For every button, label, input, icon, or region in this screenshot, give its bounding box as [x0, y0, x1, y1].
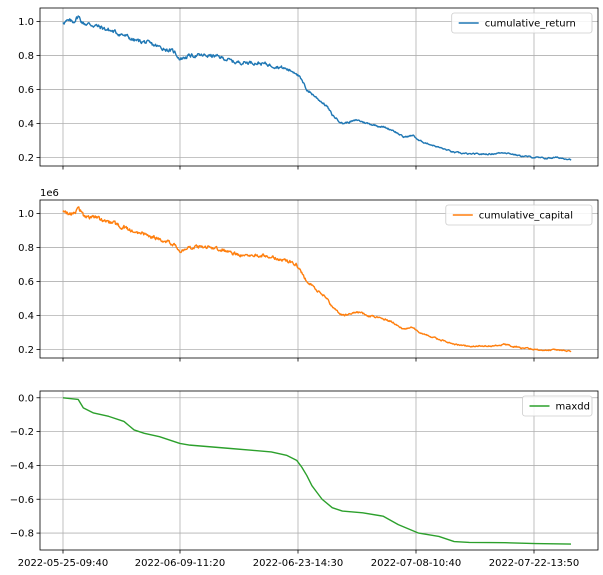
- legend: cumulative_capital: [445, 204, 593, 226]
- x-tick-label: 2022-05-25-09:40: [18, 558, 109, 569]
- axes-frame: [39, 7, 599, 167]
- legend-box: [522, 395, 593, 417]
- legend: cumulative_return: [451, 12, 593, 34]
- legend: maxdd: [522, 395, 593, 417]
- y-tick-label: 0.2: [18, 345, 34, 356]
- x-tick-label: 2022-07-22-13:50: [489, 558, 580, 569]
- legend-label: cumulative_capital: [479, 211, 573, 222]
- y-tick-label: 0.4: [18, 119, 34, 130]
- y-tick-label: 0.4: [18, 311, 34, 322]
- series-line-cumulative_return: [62, 15, 572, 161]
- legend-box: [445, 204, 593, 226]
- series-line-cumulative_capital: [62, 206, 572, 353]
- legend-label: maxdd: [556, 402, 590, 413]
- y-tick-label: −0.8: [10, 529, 34, 540]
- y-tick-label: 0.8: [18, 243, 34, 254]
- series-line-maxdd: [62, 397, 572, 545]
- legend-label: cumulative_return: [485, 19, 576, 30]
- y-tick-label: 0.2: [18, 153, 34, 164]
- axes-frame: [39, 390, 599, 551]
- y-tick-label: 0.6: [18, 85, 34, 96]
- axes-frame: [39, 199, 599, 359]
- subplot-3: −0.8 −0.6 −0.4 −0.2 0.0 2022-05-25-09:40 2022-…: [10, 390, 599, 569]
- subplot-1: 0.2 0.4 0.6 0.8 1.0 cumulative_return: [18, 7, 599, 170]
- subplot-2: 0.2 0.4 0.6 0.8 1.0 1e6 cumulative_capital: [18, 188, 599, 362]
- x-tick-label: 2022-07-08-10:40: [371, 558, 462, 569]
- y-tick-label: −0.2: [10, 427, 34, 438]
- y-tick-label: 0.8: [18, 51, 34, 62]
- y-tick-label: −0.6: [10, 495, 34, 506]
- y-tick-label: 0.0: [18, 393, 34, 404]
- y-tick-label: 0.6: [18, 277, 34, 288]
- x-tick-label: 2022-06-23-14:30: [253, 558, 344, 569]
- y-tick-label: −0.4: [10, 461, 34, 472]
- legend-box: [451, 12, 593, 34]
- axis-offset-text: 1e6: [40, 188, 59, 199]
- x-tick-label: 2022-06-09-11:20: [135, 558, 226, 569]
- y-tick-label: 1.0: [18, 17, 34, 28]
- y-tick-label: 1.0: [18, 209, 34, 220]
